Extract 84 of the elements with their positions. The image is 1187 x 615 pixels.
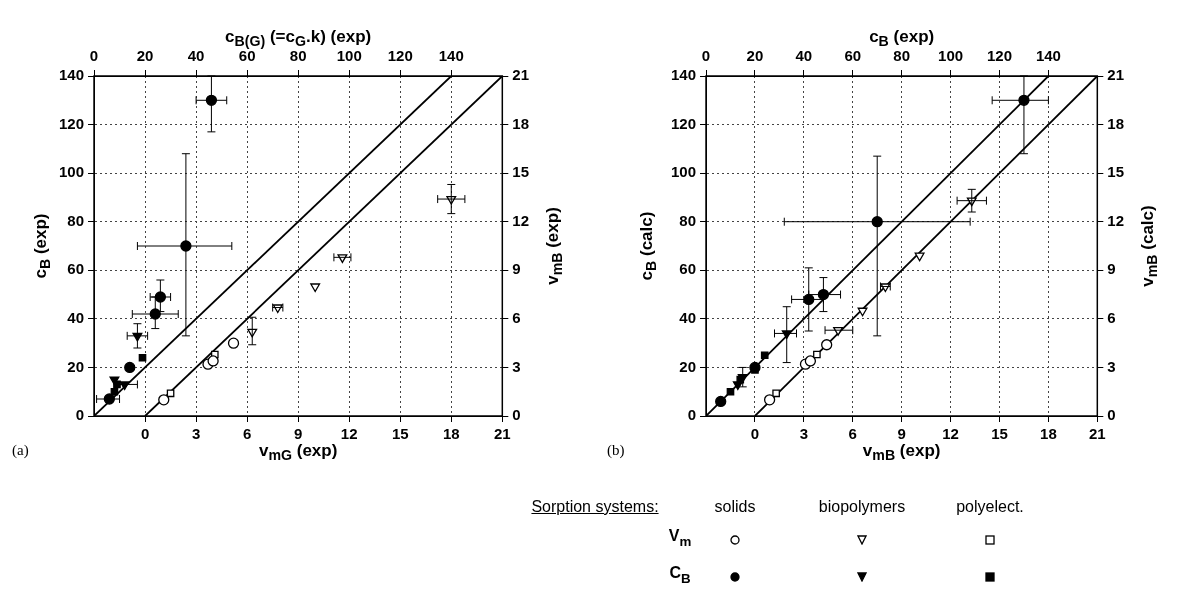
y2-tick-label: 9 <box>1107 260 1116 278</box>
x2-tick-label: 140 <box>438 47 464 65</box>
x-tick-label: 0 <box>140 425 150 443</box>
x-tick-label: 21 <box>1088 425 1106 443</box>
y-tick-label: 0 <box>687 406 697 424</box>
x-tick-label: 12 <box>340 425 358 443</box>
point <box>813 350 821 359</box>
y-tick-label: 0 <box>75 406 85 424</box>
x2-tick-label: 20 <box>746 47 764 65</box>
x2-tick-label: 60 <box>844 47 862 65</box>
x2-tick-label: 20 <box>136 47 154 65</box>
x-tick-label: 15 <box>391 425 409 443</box>
point <box>804 355 817 367</box>
y2-tick-label: 21 <box>1107 66 1124 84</box>
y-tick-label: 40 <box>67 309 85 326</box>
x-tick-label: 3 <box>799 425 809 443</box>
text: solids <box>714 498 756 516</box>
x2-tick-label: 140 <box>1035 47 1061 65</box>
x2-tick-label: 80 <box>289 47 307 65</box>
x2-tick-label: 100 <box>938 47 964 65</box>
y2-tick-label: 12 <box>1107 211 1124 229</box>
y2-tick-label: 0 <box>512 406 521 424</box>
x2-tick-label: 0 <box>701 47 711 65</box>
text: C$_{B}$ <box>669 564 691 586</box>
y2-tick-label: 21 <box>512 66 529 84</box>
x-axis-title: v$_{mB}$ (exp) <box>862 440 941 464</box>
text: biopolymers <box>818 498 906 516</box>
y2-tick-label: 9 <box>512 260 521 278</box>
y2-tick-label: 18 <box>1107 114 1124 132</box>
x-tick-label: 3 <box>191 425 201 443</box>
y2-tick-label: 6 <box>512 309 521 326</box>
x2-tick-label: 100 <box>336 47 362 65</box>
y-tick-label: 80 <box>679 211 697 229</box>
x-tick-label: 21 <box>493 425 511 443</box>
y2-tick-label: 6 <box>1107 309 1116 326</box>
point <box>821 339 833 351</box>
y-tick-label: 60 <box>67 260 85 278</box>
y2-tick-label: 3 <box>1107 357 1116 375</box>
y2-tick-label: 3 <box>512 357 521 375</box>
y-tick-label: 20 <box>67 357 85 375</box>
y2-tick-label: 0 <box>1107 406 1116 424</box>
x-tick-label: 0 <box>750 425 760 443</box>
point <box>763 394 776 406</box>
y-tick-label: 140 <box>59 66 85 84</box>
y2-tick-label: 18 <box>512 114 529 132</box>
x-axis-title: v$_{mG}$ (exp) <box>258 440 338 464</box>
text: polyelect. <box>956 498 1024 516</box>
point <box>227 337 240 349</box>
x2-tick-label: 80 <box>893 47 911 65</box>
x-tick-label: 9 <box>294 425 303 443</box>
x2-axis-title: c$_{B(G)}$ (=c$_{G}$.k) (exp) <box>225 26 372 50</box>
x2-tick-label: 120 <box>387 47 413 65</box>
y-tick-label: 20 <box>679 357 697 375</box>
x-tick-label: 6 <box>848 425 857 443</box>
x2-tick-label: 40 <box>187 47 205 65</box>
point <box>310 283 321 293</box>
x-tick-label: 18 <box>1040 425 1057 443</box>
text: Sorption systems: <box>531 498 659 516</box>
y-tick-label: 60 <box>679 260 697 278</box>
y-tick-label: 120 <box>671 114 697 132</box>
text: V$_{m}$ <box>668 527 692 549</box>
x-tick-label: 12 <box>942 425 959 443</box>
x-tick-label: 18 <box>442 425 460 443</box>
y-tick-label: 100 <box>671 163 697 181</box>
text: (b) <box>607 442 625 459</box>
y2-tick-label: 15 <box>512 163 529 181</box>
y-tick-label: 140 <box>671 66 697 84</box>
point <box>772 389 780 398</box>
x2-tick-label: 0 <box>89 47 99 65</box>
y-tick-label: 80 <box>67 211 85 229</box>
y-tick-label: 100 <box>59 163 85 181</box>
x2-tick-label: 40 <box>795 47 813 65</box>
y2-tick-label: 15 <box>1107 163 1124 181</box>
x2-tick-label: 120 <box>986 47 1013 65</box>
text: (a) <box>12 442 29 459</box>
y-tick-label: 120 <box>59 114 85 132</box>
point <box>207 355 219 367</box>
x2-axis-title: c$_{B}$ (exp) <box>869 26 935 50</box>
y2-tick-label: 12 <box>512 211 529 229</box>
x-tick-label: 15 <box>991 425 1008 443</box>
y-tick-label: 40 <box>679 309 697 326</box>
x-tick-label: 9 <box>897 425 906 443</box>
point <box>158 394 170 406</box>
x-tick-label: 6 <box>242 425 252 443</box>
